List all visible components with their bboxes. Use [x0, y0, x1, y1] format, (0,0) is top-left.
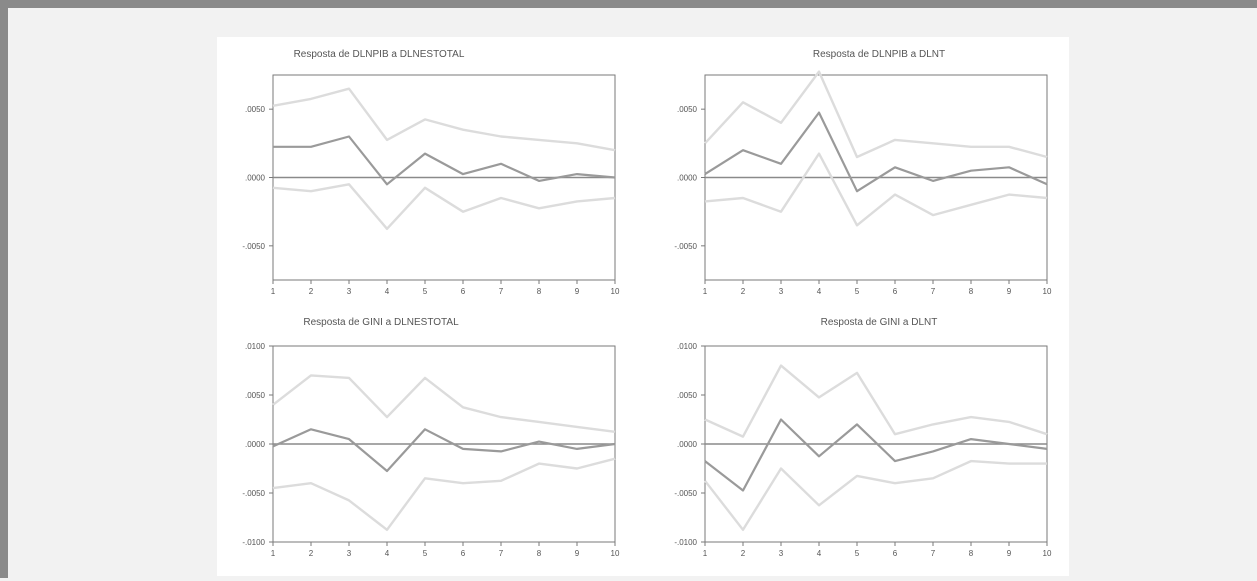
x-tick-label: 5 — [855, 549, 860, 558]
y-tick-label: -.0100 — [242, 538, 265, 547]
x-tick-label: 9 — [1007, 549, 1012, 558]
x-tick-label: 2 — [309, 549, 314, 558]
x-tick-label: 6 — [461, 287, 466, 296]
response-line — [273, 135, 616, 186]
chart-title: Resposta de GINI a DLNT — [821, 317, 938, 328]
x-tick-label: 5 — [423, 549, 428, 558]
x-tick-label: 3 — [779, 287, 784, 296]
y-tick-label: .0000 — [677, 174, 698, 183]
x-tick-label: 1 — [703, 287, 708, 296]
response-line — [704, 418, 1048, 492]
x-tick-label: 10 — [611, 549, 620, 558]
x-tick-label: 6 — [893, 549, 898, 558]
y-tick-label: -.0050 — [674, 489, 697, 498]
x-tick-label: 10 — [1043, 287, 1052, 296]
x-tick-label: 8 — [537, 287, 542, 296]
x-tick-label: 7 — [931, 287, 936, 296]
x-tick-label: 8 — [969, 287, 974, 296]
chart-4: Resposta de GINI a DLNT -.0100 -.0050 .000… — [674, 317, 1052, 558]
x-tick-label: 3 — [779, 549, 784, 558]
x-tick-label: 2 — [741, 287, 746, 296]
chart-title: Resposta de GINI a DLNESTOTAL — [303, 317, 459, 328]
y-tick-label: .0050 — [677, 391, 698, 400]
y-tick-label: -.0100 — [674, 538, 697, 547]
x-tick-label: 8 — [969, 549, 974, 558]
x-tick-label: 7 — [499, 549, 504, 558]
x-tick-label: 6 — [893, 287, 898, 296]
lower-band-line — [704, 152, 1048, 227]
y-tick-label: .0050 — [677, 105, 698, 114]
x-tick-label: 3 — [347, 287, 352, 296]
upper-band-line — [272, 374, 616, 433]
y-tick-label: .0050 — [245, 391, 266, 400]
upper-band-line — [272, 87, 616, 152]
y-tick-label: .0100 — [245, 342, 266, 351]
response-line — [272, 428, 616, 473]
y-tick-label: -.0050 — [242, 489, 265, 498]
x-tick-label: 4 — [817, 287, 822, 296]
y-tick-label: .0050 — [245, 105, 266, 114]
x-tick-label: 5 — [855, 287, 860, 296]
chart-title: Resposta de DLNPIB a DLNT — [813, 49, 945, 60]
chart-2: Resposta de DLNPIB a DLNT -.0050 .0000 .00… — [674, 49, 1052, 296]
x-tick-label: 2 — [741, 549, 746, 558]
x-tick-label: 9 — [575, 287, 580, 296]
x-tick-label: 10 — [611, 287, 620, 296]
y-tick-label: .0100 — [677, 342, 698, 351]
x-tick-label: 5 — [423, 287, 428, 296]
x-tick-label: 4 — [817, 549, 822, 558]
chart-title: Resposta de DLNPIB a DLNESTOTAL — [294, 49, 465, 60]
y-tick-label: .0000 — [245, 174, 266, 183]
x-tick-label: 8 — [537, 549, 542, 558]
x-tick-label: 6 — [461, 549, 466, 558]
lower-band-line — [704, 459, 1047, 531]
x-tick-label: 1 — [271, 287, 276, 296]
x-tick-label: 3 — [347, 549, 352, 558]
impulse-response-charts: Resposta de DLNPIB a DLNESTOTAL -.0050 .0… — [242, 49, 1052, 558]
chart-1: Resposta de DLNPIB a DLNESTOTAL -.0050 .0… — [242, 49, 620, 296]
figure-panel: Resposta de DLNPIB a DLNESTOTAL -.0050 .0… — [217, 37, 1069, 576]
x-tick-label: 9 — [1007, 287, 1012, 296]
x-tick-label: 10 — [1043, 549, 1052, 558]
x-tick-label: 4 — [385, 549, 390, 558]
x-tick-label: 1 — [271, 549, 276, 558]
chart-3: Resposta de GINI a DLNESTOTAL -.0100 -.00… — [242, 317, 620, 558]
x-tick-label: 1 — [703, 549, 708, 558]
response-line — [704, 111, 1048, 193]
x-tick-label: 9 — [575, 549, 580, 558]
upper-band-line — [704, 70, 1048, 159]
x-tick-label: 4 — [385, 287, 390, 296]
lower-band-line — [272, 183, 616, 231]
y-tick-label: .0000 — [245, 440, 266, 449]
x-tick-label: 2 — [309, 287, 314, 296]
x-tick-label: 7 — [931, 549, 936, 558]
y-tick-label: -.0050 — [242, 242, 265, 251]
y-tick-label: -.0050 — [674, 242, 697, 251]
x-tick-label: 7 — [499, 287, 504, 296]
y-tick-label: .0000 — [677, 440, 698, 449]
upper-band-line — [704, 364, 1048, 438]
lower-band-line — [272, 457, 616, 531]
